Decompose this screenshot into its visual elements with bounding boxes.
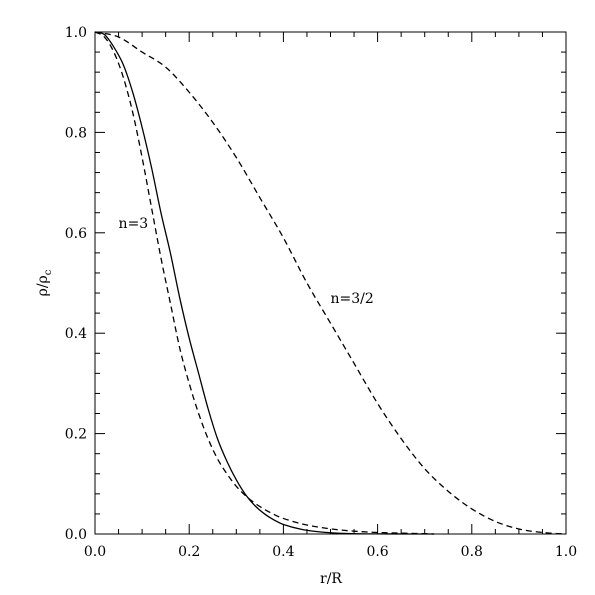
curve-annotation-1: n=3	[119, 216, 149, 232]
y-axis-label-rho-c: ρ	[35, 275, 51, 283]
tick-labels: 0.0 0.2 0.4 0.6 0.8 1.0 0.0 0.2 0.4 0.6 0.8 1.0	[65, 25, 577, 560]
x-axis-label: r/R	[320, 571, 342, 587]
y-axis-label-slash: /	[35, 283, 51, 288]
y-tick-label: 0.8	[65, 125, 87, 141]
y-axis-label-subscript: c	[43, 269, 54, 275]
axis-ticks	[94, 31, 567, 535]
y-tick-label: 0.0	[65, 527, 87, 543]
annotations: n=3 n=3/2	[119, 216, 374, 307]
curve-annotation-2: n=3/2	[331, 291, 374, 307]
x-tick-label: 0.2	[178, 544, 200, 560]
x-tick-label: 1.0	[555, 544, 577, 560]
y-axis-label-rho: ρ	[35, 288, 51, 296]
series-line-3-dashed	[94, 31, 567, 535]
series-line-1-solid	[94, 31, 435, 535]
y-tick-label: 0.6	[65, 226, 87, 242]
y-tick-label: 1.0	[65, 25, 87, 41]
y-tick-label: 0.2	[65, 427, 87, 443]
series-lines	[94, 31, 567, 535]
x-tick-label: 0.8	[461, 544, 483, 560]
series-line-2-dashed	[94, 31, 435, 535]
y-axis-label: ρ/ρc	[35, 269, 54, 296]
x-tick-label: 0.6	[366, 544, 388, 560]
x-tick-label: 0.4	[272, 544, 294, 560]
x-tick-label: 0.0	[84, 544, 106, 560]
y-tick-label: 0.4	[65, 326, 87, 342]
